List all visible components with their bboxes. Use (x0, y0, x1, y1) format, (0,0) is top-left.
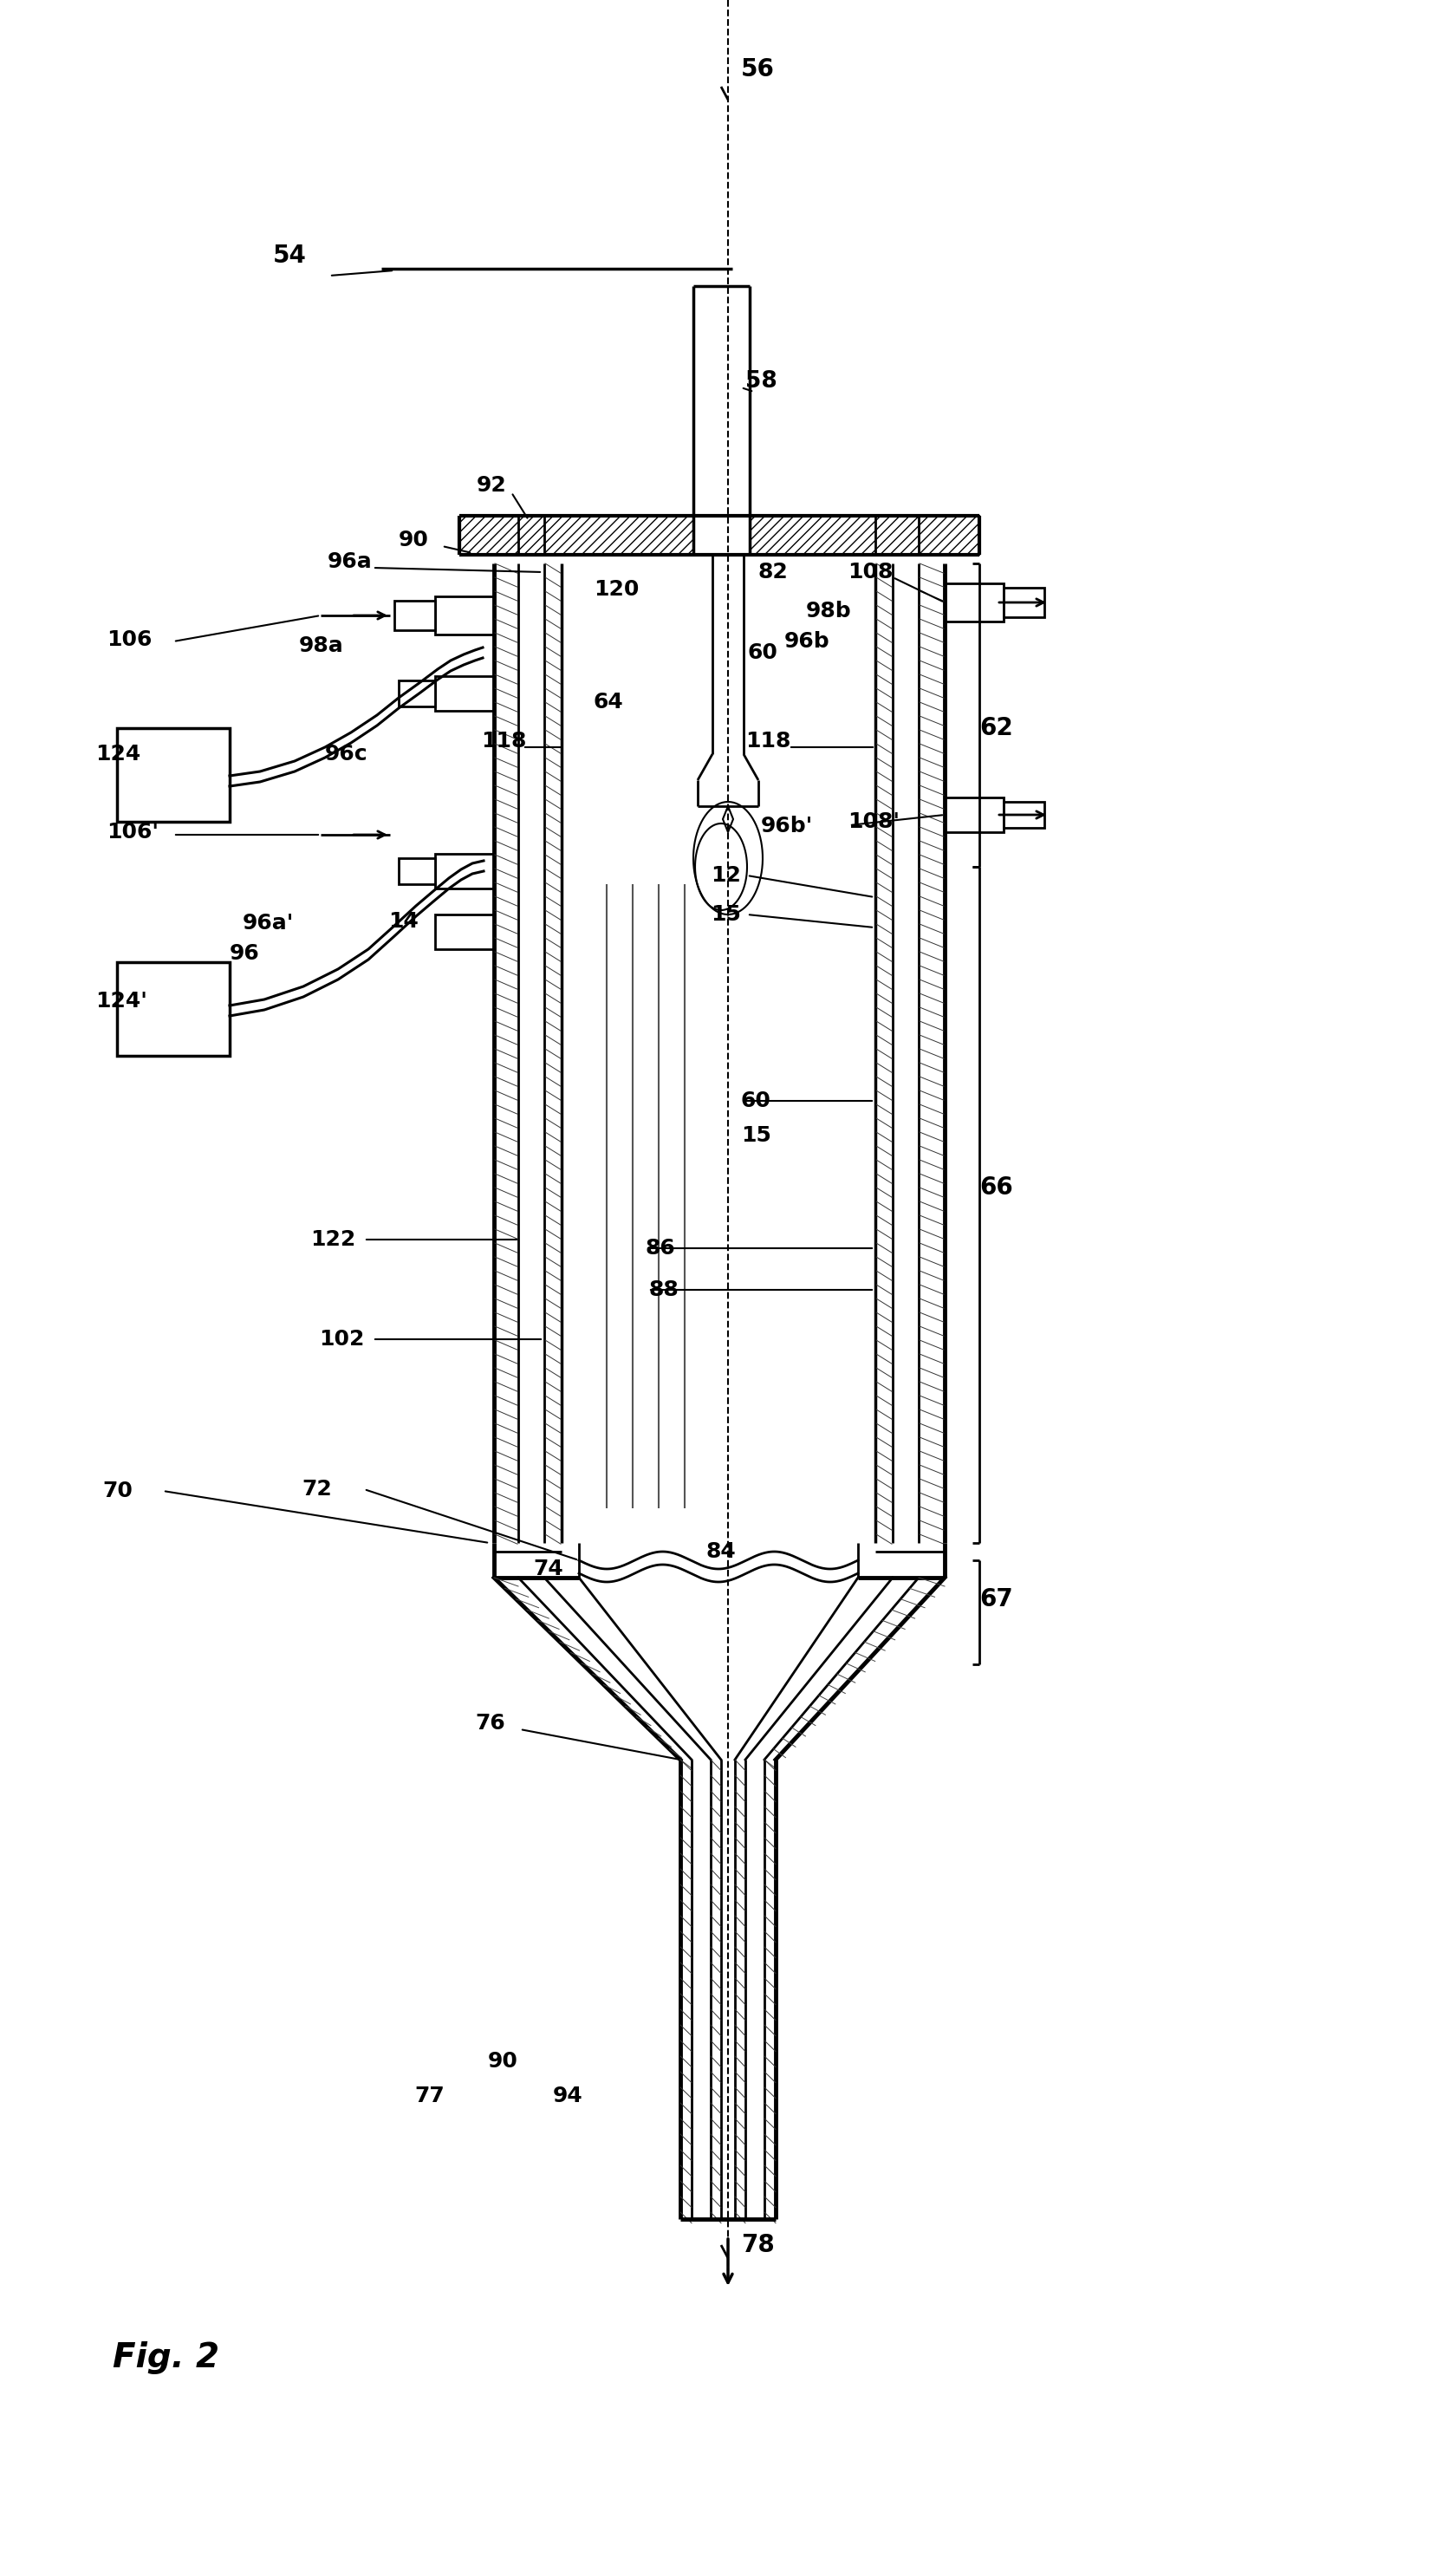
Bar (435, 915, 494, 949)
Text: 96: 96 (230, 944, 259, 964)
Text: 78: 78 (741, 2234, 775, 2257)
Text: 60: 60 (747, 643, 778, 663)
Bar (116, 728, 230, 823)
Text: 54: 54 (274, 244, 307, 267)
Bar (750, 517, 980, 555)
Bar (435, 596, 494, 635)
Text: 92: 92 (476, 476, 507, 496)
Text: 86: 86 (645, 1237, 676, 1260)
Bar (1003, 589, 1044, 617)
Text: 118: 118 (480, 730, 527, 751)
Text: 60: 60 (741, 1090, 772, 1111)
Bar (460, 517, 693, 555)
Text: 62: 62 (980, 715, 1013, 740)
Text: 102: 102 (319, 1329, 364, 1350)
Text: 15: 15 (741, 1126, 772, 1147)
Text: 96b: 96b (785, 630, 830, 653)
Text: 96a: 96a (328, 550, 373, 573)
Text: 106: 106 (106, 630, 151, 650)
Text: 15: 15 (711, 905, 741, 926)
Text: 96c: 96c (325, 743, 368, 764)
Text: 67: 67 (980, 1586, 1013, 1612)
Text: 66: 66 (980, 1175, 1013, 1201)
Text: 82: 82 (759, 560, 789, 584)
Text: 124': 124' (95, 990, 147, 1010)
Text: 56: 56 (741, 57, 775, 82)
Bar (399, 681, 435, 707)
Text: 98b: 98b (807, 602, 852, 622)
Text: 106': 106' (106, 823, 159, 843)
Text: 77: 77 (415, 2085, 444, 2106)
Bar (435, 854, 494, 890)
Text: 108: 108 (847, 560, 893, 584)
Text: 72: 72 (301, 1478, 332, 1499)
Bar (945, 797, 1003, 833)
Text: 96b': 96b' (761, 815, 812, 836)
Bar (945, 584, 1003, 622)
Text: 120: 120 (594, 578, 639, 599)
Text: 70: 70 (102, 1481, 132, 1501)
Bar (435, 676, 494, 710)
Bar (399, 859, 435, 884)
Text: 64: 64 (594, 692, 623, 712)
Text: 76: 76 (475, 1712, 505, 1733)
Text: 122: 122 (310, 1229, 355, 1250)
Text: 88: 88 (648, 1280, 678, 1301)
Text: 118: 118 (745, 730, 791, 751)
Text: 124: 124 (95, 743, 141, 764)
Text: 96a': 96a' (243, 913, 294, 933)
Text: 84: 84 (706, 1540, 737, 1563)
Text: 90: 90 (399, 530, 430, 550)
Bar (116, 962, 230, 1057)
Bar (1003, 802, 1044, 828)
Text: 74: 74 (533, 1558, 563, 1579)
Text: 94: 94 (553, 2085, 582, 2106)
Text: 98a: 98a (298, 635, 344, 656)
Text: 12: 12 (711, 864, 741, 887)
Text: Fig. 2: Fig. 2 (112, 2342, 220, 2373)
Text: 58: 58 (745, 370, 778, 393)
Text: 90: 90 (488, 2052, 518, 2072)
Bar (395, 602, 435, 630)
Text: 108': 108' (847, 812, 900, 833)
Text: 14: 14 (389, 910, 418, 931)
